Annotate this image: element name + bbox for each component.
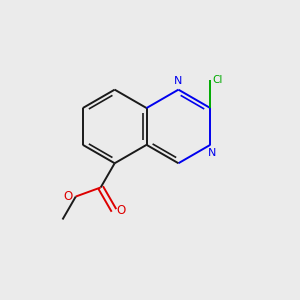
Text: O: O <box>63 190 72 203</box>
Text: O: O <box>117 204 126 217</box>
Text: N: N <box>208 148 216 158</box>
Text: Cl: Cl <box>212 75 223 85</box>
Text: N: N <box>174 76 183 86</box>
